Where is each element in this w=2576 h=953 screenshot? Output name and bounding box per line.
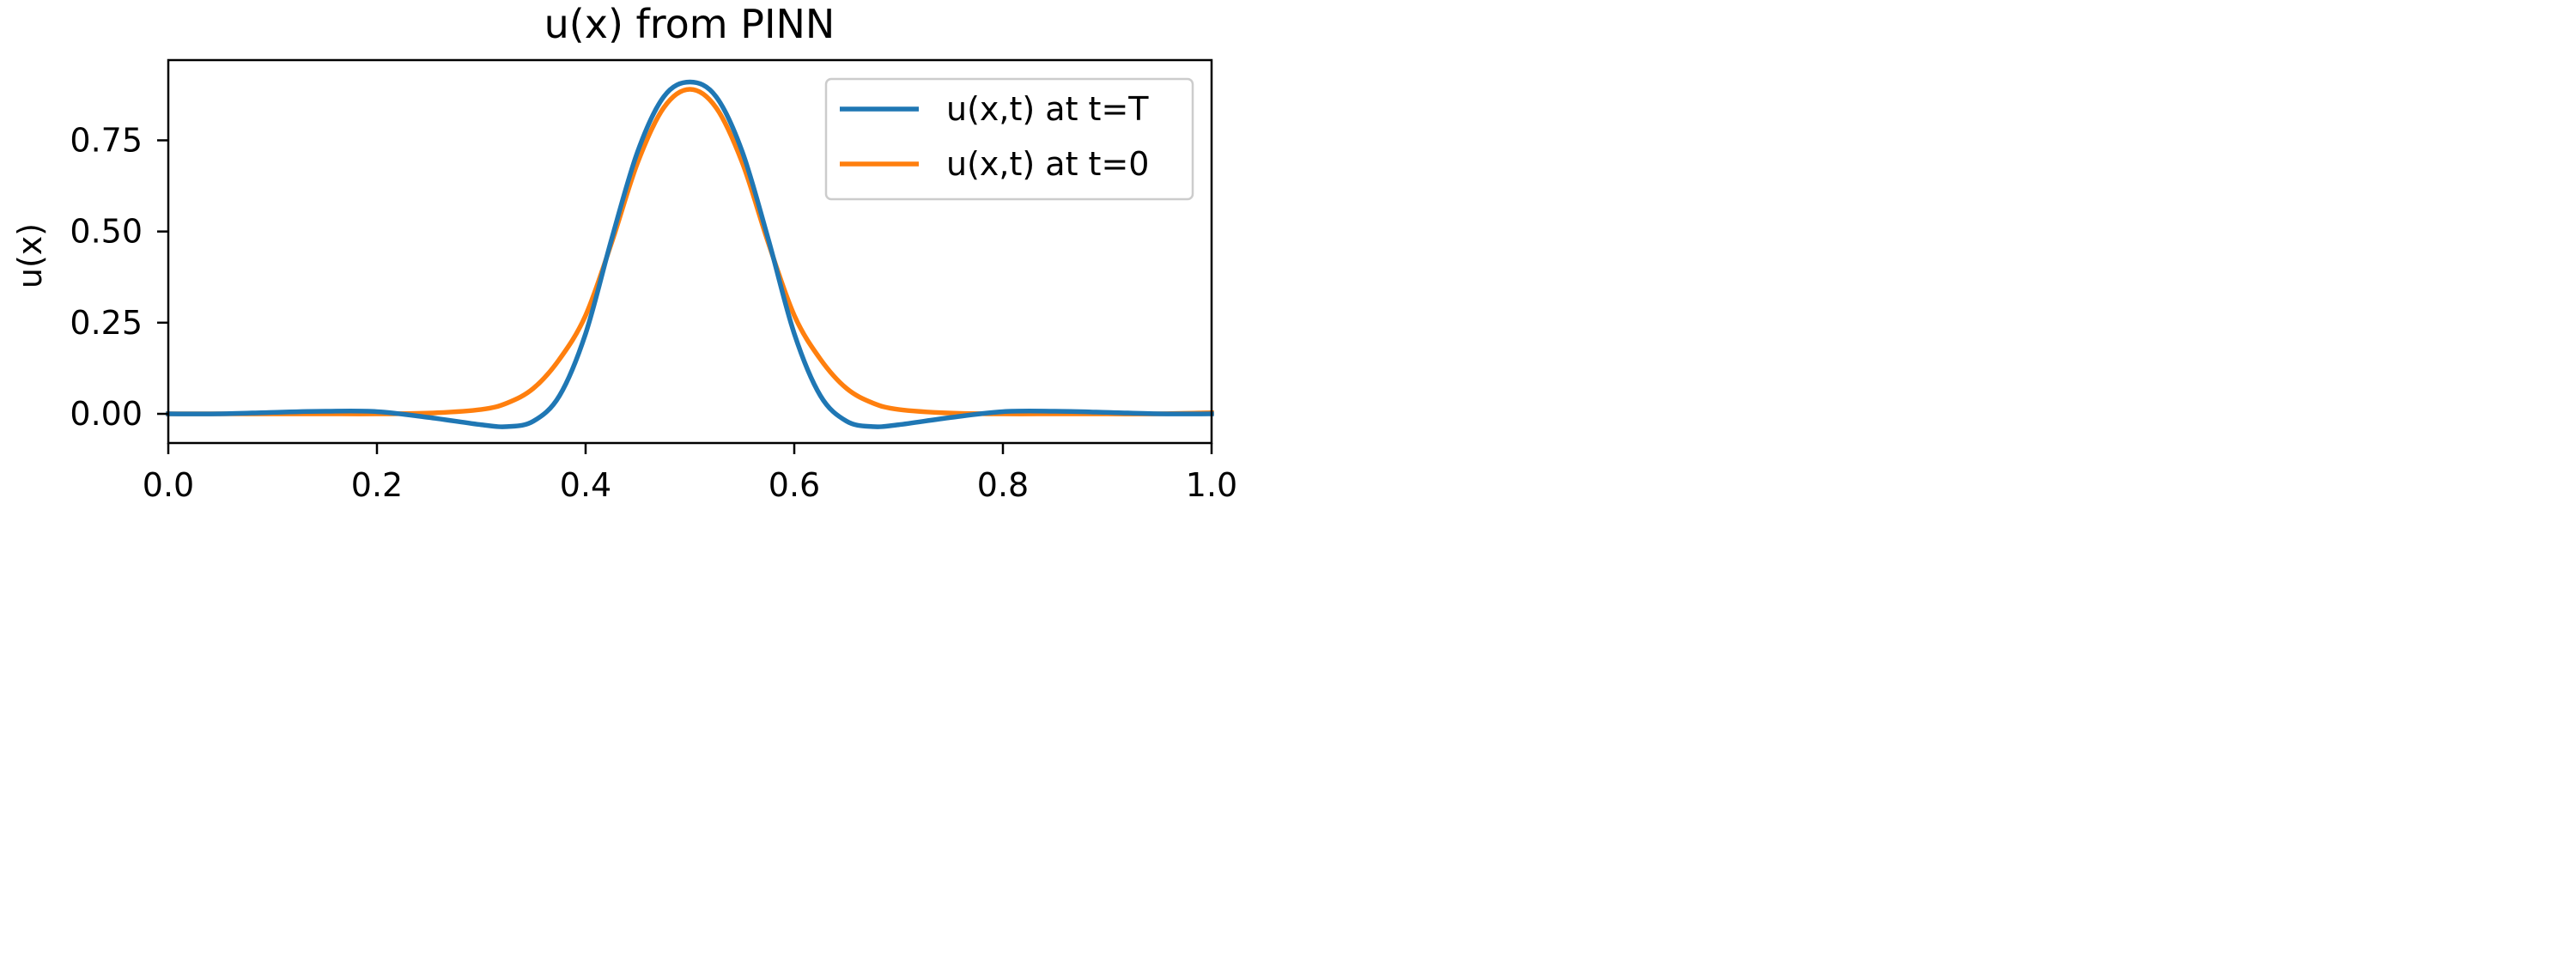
- legend-label-1: u(x,t) at t=0: [946, 145, 1149, 183]
- series-layer: [166, 79, 1214, 429]
- y-tick-label: 0.50: [70, 213, 143, 251]
- x-tick-label: 1.0: [1186, 466, 1237, 498]
- y-axis-label: u(x): [11, 223, 49, 288]
- chart-title: u(x) from PINN: [544, 1, 835, 47]
- series-line-1: [166, 87, 1214, 416]
- chart-root: u(x) from PINN u(x) 0.00 0.25 0.50 0.75 0.0 0…: [0, 0, 1347, 498]
- legend: u(x,t) at t=T u(x,t) at t=0: [824, 77, 1194, 201]
- legend-label-0: u(x,t) at t=T: [946, 90, 1149, 128]
- line-chart: u(x) from PINN u(x) 0.000.250.500.750.0 0…: [11, 1, 1237, 498]
- y-tick-label: 0.75: [70, 121, 143, 159]
- axes-layer: 0.00 0.25 0.50 0.75 0.0 0.2 0.4 0.6 0.8 1.0: [70, 58, 1237, 498]
- x-tick-label: 0.4: [560, 466, 611, 498]
- x-tick-label: 0.8: [977, 466, 1029, 498]
- x-tick-label: 0.2: [351, 466, 403, 498]
- series-line-0: [166, 79, 1214, 429]
- y-tick-label: 0.00: [70, 395, 143, 433]
- plot-frame: [167, 58, 1213, 445]
- x-tick-label: 0.0: [143, 466, 194, 498]
- x-tick-label: 0.6: [769, 466, 820, 498]
- y-tick-label: 0.25: [70, 304, 143, 342]
